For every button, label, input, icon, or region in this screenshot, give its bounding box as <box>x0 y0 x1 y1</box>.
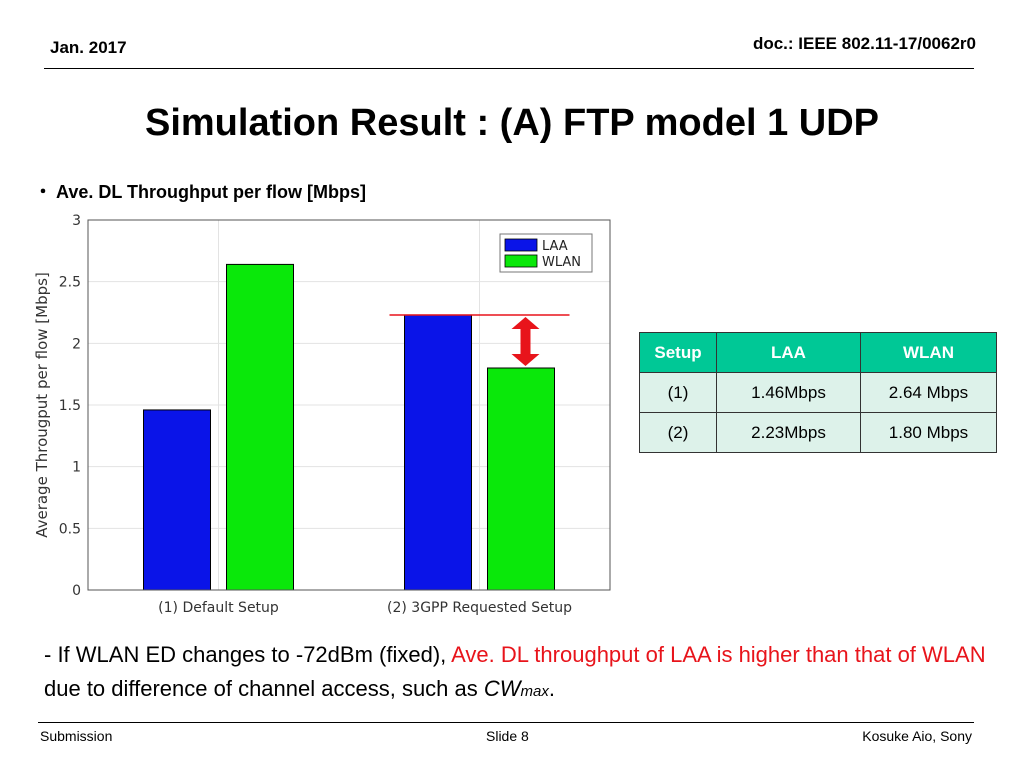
throughput-bar-chart: 0 0.5 1 1.5 2 2.5 3 (1) Default Setup (2) 3GPP R… <box>33 213 611 616</box>
bullet-item: ・ Ave. DL Throughput per flow [Mbps] <box>34 178 366 204</box>
annotation-double-arrow <box>511 316 540 366</box>
footer-slide-number: Slide 8 <box>486 728 529 744</box>
bullet-text: Ave. DL Throughput per flow [Mbps] <box>56 182 366 202</box>
legend-label-wlan: WLAN <box>542 255 581 270</box>
y-tick-label: 2.5 <box>59 275 81 291</box>
y-tick-label: 2 <box>72 336 81 352</box>
plot-frame <box>87 219 611 591</box>
conclusion-note: - If WLAN ED changes to -72dBm (fixed), … <box>44 638 1004 709</box>
y-tick-label: 0.5 <box>59 521 81 537</box>
footer-author: Kosuke Aio, Sony <box>862 728 972 744</box>
header-date: Jan. 2017 <box>50 38 127 57</box>
table-header-setup: Setup <box>639 332 717 373</box>
y-tick-label: 1 <box>72 460 81 476</box>
bar-laa <box>404 314 472 591</box>
note-part1: - If WLAN ED changes to -72dBm (fixed), <box>44 642 452 667</box>
y-tick-label: 0 <box>72 583 81 599</box>
results-table: Setup LAA WLAN (1) 1.46Mbps 2.64 Mbps (2… <box>639 332 997 453</box>
header-divider <box>44 68 974 69</box>
note-part3: due to difference of channel access, suc… <box>44 676 484 701</box>
slide-title: Simulation Result : (A) FTP model 1 UDP <box>144 102 880 144</box>
y-axis-label: Average Througput per flow [Mbps] <box>33 272 51 538</box>
table-cell: (1) <box>639 372 717 413</box>
note-cw: CW <box>483 676 521 701</box>
x-tick-label: (1) Default Setup <box>158 600 279 616</box>
table-cell: 1.46Mbps <box>716 372 861 413</box>
table-cell: (2) <box>639 412 717 453</box>
bar-laa <box>143 409 211 591</box>
table-row: (1) 1.46Mbps 2.64 Mbps <box>639 372 997 413</box>
table-cell: 2.64 Mbps <box>860 372 997 413</box>
bullet-marker: ・ <box>34 182 52 202</box>
legend-swatch-laa <box>504 238 538 252</box>
table-header-row: Setup LAA WLAN <box>639 332 997 373</box>
note-end: . <box>548 676 555 701</box>
bar-wlan <box>487 367 555 591</box>
note-cw-sub: max <box>520 683 549 700</box>
y-tick-label: 1.5 <box>59 398 81 414</box>
footer-submission: Submission <box>40 728 113 744</box>
y-tick-label: 3 <box>72 213 81 229</box>
table-row: (2) 2.23Mbps 1.80 Mbps <box>639 412 997 453</box>
header-doc-id: doc.: IEEE 802.11-17/0062r0 <box>752 34 976 53</box>
table-cell: 2.23Mbps <box>716 412 861 453</box>
x-tick-label: (2) 3GPP Requested Setup <box>387 600 572 616</box>
bar-wlan <box>226 263 294 591</box>
legend-swatch-wlan <box>504 254 538 268</box>
legend-label-laa: LAA <box>542 239 568 254</box>
note-highlight: Ave. DL throughput of LAA is higher than… <box>451 642 986 667</box>
footer-divider <box>38 722 974 723</box>
table-header-laa: LAA <box>716 332 861 373</box>
table-header-wlan: WLAN <box>860 332 997 373</box>
table-cell: 1.80 Mbps <box>860 412 997 453</box>
